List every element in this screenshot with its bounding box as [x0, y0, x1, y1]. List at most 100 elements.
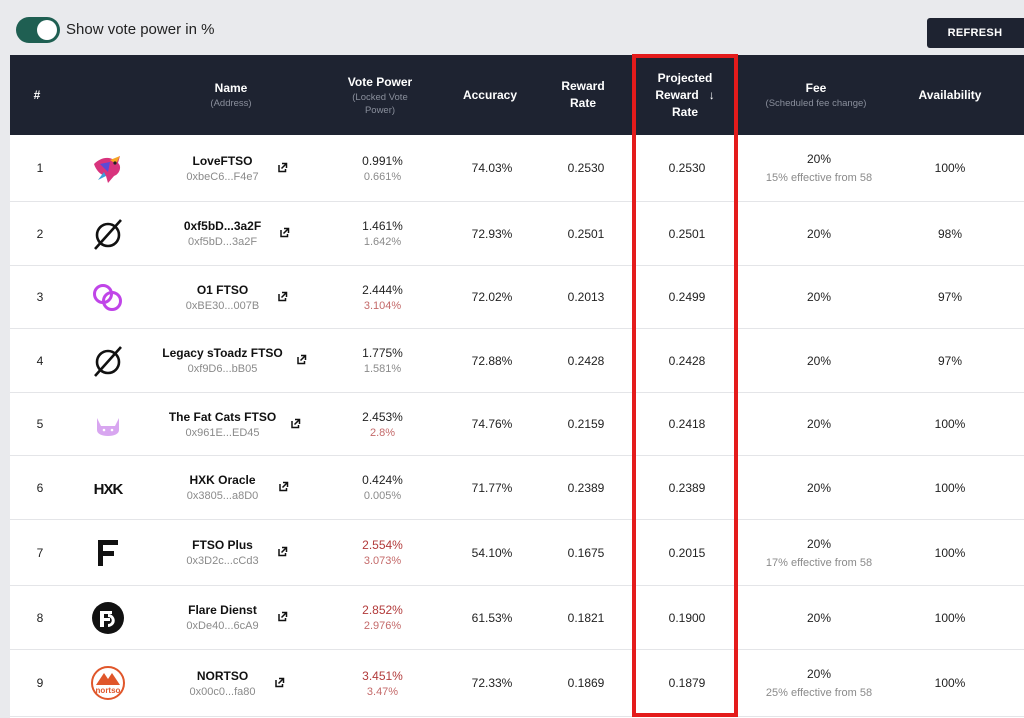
header-accuracy[interactable]: Accuracy: [450, 55, 530, 135]
o1-rings-logo: [90, 279, 126, 315]
external-link-icon[interactable]: [277, 609, 288, 622]
rank-cell: 9: [10, 650, 70, 716]
rank-cell: 4: [10, 329, 70, 392]
locked-vote-power: 3.073%: [363, 555, 402, 567]
provider-logo: [90, 393, 126, 455]
availability: 98%: [937, 226, 963, 241]
projected-reward-rate-cell: 0.1879: [635, 650, 739, 716]
accuracy-cell: 54.10%: [450, 520, 534, 585]
fee: 20%: [806, 226, 832, 241]
reward-rate: 0.1675: [567, 545, 605, 560]
projected-reward-rate-cell: 0.2499: [635, 266, 739, 328]
provider-address: 0x961E...ED45: [185, 426, 260, 439]
rank-cell: 2: [10, 202, 70, 265]
table-row[interactable]: 3 O1 FTSO 0xBE30...007B 2.444% 3.104% 72…: [10, 266, 1024, 329]
vote-power-cell: 2.453% 2.8%: [330, 393, 435, 455]
table-row[interactable]: 8 Flare Dienst 0xDe40...6cA9 2.852% 2.97…: [10, 586, 1024, 650]
locked-vote-power: 0.005%: [363, 490, 402, 502]
external-link-icon[interactable]: [274, 675, 285, 687]
hxk-logo: HXK: [90, 470, 126, 506]
name-cell: HXK Oracle 0x3805...a8D0: [160, 456, 285, 519]
provider-logo: [90, 329, 126, 392]
fee-cell: 20% 15% effective from 58: [750, 135, 888, 201]
table-row[interactable]: 9 nortso NORTSO 0x00c0...fa80 3.451% 3.4…: [10, 650, 1024, 717]
locked-vote-power: 3.104%: [363, 299, 402, 312]
fee-cell: 20%: [750, 266, 888, 328]
name-cell: NORTSO 0x00c0...fa80: [160, 650, 285, 716]
provider-address: 0x3D2c...cCd3: [186, 555, 259, 567]
external-link-icon[interactable]: [278, 479, 289, 492]
external-link-icon[interactable]: [296, 352, 307, 365]
name-cell: The Fat Cats FTSO 0x961E...ED45: [160, 393, 285, 455]
reward-rate: 0.2159: [567, 417, 605, 431]
header-name[interactable]: Name (Address): [160, 55, 302, 135]
header-availability[interactable]: Availability: [905, 55, 995, 135]
table-row[interactable]: 1 LoveFTSO 0xbeC6...F4e7 0.991% 0.661% 7…: [10, 135, 1024, 202]
table-row[interactable]: 7 FTSO Plus 0x3D2c...cCd3 2.554% 3.073% …: [10, 520, 1024, 586]
reward-rate: 0.1869: [567, 676, 605, 690]
rank: 3: [36, 290, 44, 304]
locked-vote-power: 0.661%: [363, 170, 402, 183]
header-vote-power[interactable]: Vote Power (Locked Vote Power): [330, 55, 430, 135]
provider-name: HXK Oracle: [189, 473, 256, 487]
fee-cell: 20%: [750, 329, 888, 392]
provider-logo: HXK: [90, 456, 126, 519]
external-link-icon[interactable]: [279, 225, 290, 238]
external-link-icon[interactable]: [290, 416, 301, 428]
provider-logo: [90, 266, 126, 328]
ftso-plus-logo: [90, 535, 126, 571]
external-link-icon[interactable]: [277, 160, 288, 172]
table-row[interactable]: 2 0xf5bD...3a2F 0xf5bD...3a2F 1.461% 1.6…: [10, 202, 1024, 266]
vote-power-cell: 3.451% 3.47%: [330, 650, 435, 716]
header-projected-label-1: Projected: [657, 70, 713, 85]
fee-cell: 20%: [750, 393, 888, 455]
availability-cell: 100%: [905, 650, 995, 716]
availability: 97%: [937, 353, 963, 368]
vote-power: 2.554%: [362, 538, 403, 552]
reward-rate-cell: 0.1675: [543, 520, 629, 585]
provider-logo: nortso: [90, 650, 126, 716]
vote-power-cell: 1.775% 1.581%: [330, 329, 435, 392]
availability-cell: 100%: [905, 456, 995, 519]
vote-power: 2.444%: [362, 282, 403, 297]
projected-reward-rate: 0.2418: [668, 417, 706, 431]
vote-power-cell: 2.554% 3.073%: [330, 520, 435, 585]
scheduled-fee-change: 17% effective from 58: [765, 556, 873, 569]
refresh-button[interactable]: REFRESH: [927, 18, 1024, 48]
header-fee[interactable]: Fee (Scheduled fee change): [755, 55, 877, 135]
projected-reward-rate-cell: 0.2428: [635, 329, 739, 392]
rank: 1: [36, 161, 44, 175]
header-reward-rate-label-2: Rate: [569, 96, 596, 110]
availability: 100%: [934, 161, 966, 175]
vote-power: 1.775%: [362, 346, 403, 360]
projected-reward-rate-cell: 0.1900: [635, 586, 739, 649]
name-cell: FTSO Plus 0x3D2c...cCd3: [160, 520, 285, 585]
fee: 20%: [806, 536, 832, 551]
accuracy: 74.03%: [471, 161, 513, 175]
header-num-label: #: [33, 87, 41, 102]
external-link-icon[interactable]: [277, 544, 288, 557]
provider-address: 0xbeC6...F4e7: [186, 170, 259, 183]
projected-reward-rate: 0.2499: [668, 290, 706, 304]
table-row[interactable]: 6 HXK HXK Oracle 0x3805...a8D0 0.424% 0.…: [10, 456, 1024, 520]
vote-power-percent-toggle[interactable]: [16, 17, 60, 43]
header-projected-reward-rate[interactable]: Projected Reward ↓ Rate: [635, 55, 735, 135]
accuracy: 72.93%: [471, 226, 513, 241]
external-link-icon[interactable]: [277, 289, 288, 301]
toolbar: Show vote power in % REFRESH: [0, 0, 1024, 54]
table-row[interactable]: 5 The Fat Cats FTSO 0x961E...ED45 2.453%…: [10, 393, 1024, 456]
vote-power-cell: 2.852% 2.976%: [330, 586, 435, 649]
provider-name: LoveFTSO: [192, 153, 253, 168]
scheduled-fee-change: 15% effective from 58: [765, 172, 873, 184]
locked-vote-power: 2.976%: [363, 620, 402, 632]
provider-name: NORTSO: [196, 668, 249, 683]
provider-name: O1 FTSO: [196, 282, 249, 297]
header-name-sub: (Address): [210, 98, 252, 109]
reward-rate: 0.2389: [567, 480, 605, 495]
provider-address: 0xDe40...6cA9: [186, 620, 259, 632]
table-row[interactable]: 4 Legacy sToadz FTSO 0xf9D6...bB05 1.775…: [10, 329, 1024, 393]
availability: 97%: [937, 290, 963, 304]
header-reward-rate[interactable]: Reward Rate: [543, 55, 623, 135]
fat-cat-logo: [90, 406, 126, 442]
fee-cell: 20% 25% effective from 58: [750, 650, 888, 716]
